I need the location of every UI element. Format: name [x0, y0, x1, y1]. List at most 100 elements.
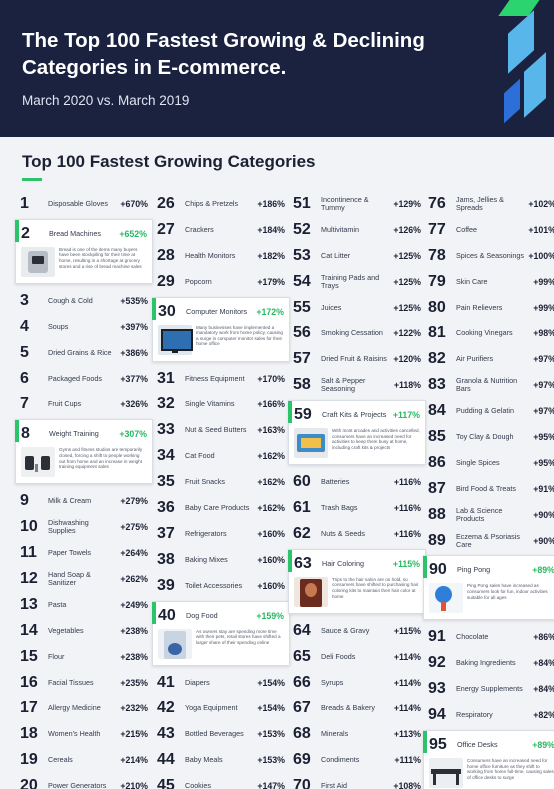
rank-number: 28	[157, 246, 175, 264]
category-name: Allergy Medicine	[48, 703, 101, 713]
rank-number: 60	[293, 473, 311, 491]
rank-number: 90	[429, 561, 447, 579]
rank-number: 87	[428, 479, 446, 497]
category-row: 1 Disposable Gloves +670%	[20, 193, 148, 215]
category-name: Fruit Snacks	[185, 477, 225, 487]
category-row: 95 Office Desks +89%	[429, 734, 554, 756]
highlight-bar	[288, 549, 292, 572]
featured-body: Trips to the hair salon are on hold, so …	[294, 576, 420, 607]
category-row: 6 Packaged Foods +377%	[20, 368, 148, 390]
category-row: 61 Trash Bags +116%	[293, 497, 421, 519]
category-row: 81 Cooking Vinegars +98%	[428, 322, 554, 344]
growth-percent: +262%	[120, 574, 148, 585]
growth-percent: +101%	[528, 224, 554, 235]
growth-percent: +84%	[533, 658, 554, 669]
featured-description: Many businesses have implemented a manda…	[196, 324, 283, 347]
category-row: 78 Spices & Seasonings +100%	[428, 245, 554, 267]
category-row: 93 Energy Supplements +84%	[428, 678, 554, 700]
rank-number: 44	[157, 751, 175, 769]
category-name: Jams, Jellies & Spreads	[456, 195, 504, 212]
category-row: 70 First Aid +108%	[293, 775, 421, 789]
category-name: Breads & Bakery	[321, 703, 375, 713]
category-row: 35 Fruit Snacks +162%	[157, 471, 285, 493]
growth-percent: +116%	[393, 528, 421, 539]
growth-percent: +125%	[393, 250, 421, 261]
featured-description: Trips to the hair salon are on hold, so …	[332, 576, 419, 599]
category-row: 27 Crackers +184%	[157, 219, 285, 241]
highlight-bar	[423, 556, 427, 579]
category-row: 15 Flour +238%	[20, 646, 148, 668]
growth-percent: +89%	[532, 740, 554, 751]
growth-percent: +397%	[120, 321, 148, 332]
growth-percent: +95%	[533, 457, 554, 468]
rank-number: 53	[293, 246, 311, 264]
category-row: 94 Respiratory +82%	[428, 704, 554, 726]
rank-number: 13	[20, 595, 38, 613]
growth-percent: +122%	[393, 328, 421, 339]
growth-percent: +117%	[392, 410, 420, 421]
rank-number: 86	[428, 453, 446, 471]
rank-number: 16	[20, 673, 38, 691]
category-row: 45 Cookies +147%	[157, 775, 285, 789]
category-name: Incontinence & Tummy	[321, 195, 369, 212]
rank-number: 51	[293, 195, 311, 212]
rank-number: 79	[428, 272, 446, 290]
category-name: Cough & Cold	[48, 295, 93, 305]
category-row: 36 Baby Care Products +162%	[157, 497, 285, 519]
rank-number: 91	[428, 628, 446, 646]
category-row: 8 Weight Training +307%	[21, 423, 147, 445]
category-row: 33 Nut & Seed Butters +163%	[157, 419, 285, 441]
growth-percent: +100%	[528, 250, 554, 261]
category-row: 2 Bread Machines +652%	[21, 223, 147, 245]
category-row: 29 Popcorn +179%	[157, 271, 285, 293]
category-name: Soups	[48, 321, 69, 331]
category-row: 32 Single Vitamins +166%	[157, 393, 285, 415]
category-name: Single Spices	[456, 457, 500, 467]
category-name: Pasta	[48, 599, 67, 609]
category-name: Baking Ingredients	[456, 658, 516, 668]
growth-percent: +115%	[393, 625, 421, 636]
growth-percent: +154%	[257, 703, 285, 714]
growth-percent: +108%	[393, 781, 421, 789]
dog-food-image	[158, 628, 192, 659]
growth-percent: +160%	[257, 554, 285, 565]
category-row: 53 Cat Litter +125%	[293, 245, 421, 267]
growth-percent: +377%	[120, 373, 148, 384]
category-name: Women's Health	[48, 729, 101, 739]
category-name: Computer Monitors	[186, 306, 248, 316]
rank-number: 30	[158, 302, 176, 320]
category-row: 91 Chocolate +86%	[428, 626, 554, 648]
growth-percent: +238%	[120, 625, 148, 636]
growth-percent: +652%	[119, 228, 147, 239]
rank-number: 32	[157, 395, 175, 413]
category-name: First Aid	[321, 781, 347, 789]
category-row: 52 Multivitamin +126%	[293, 219, 421, 241]
rank-number: 27	[157, 220, 175, 238]
rank-number: 19	[20, 751, 38, 769]
growth-percent: +172%	[256, 306, 284, 317]
rank-number: 8	[21, 425, 30, 443]
computer-monitor-image	[158, 324, 193, 355]
category-row: 18 Women's Health +215%	[20, 723, 148, 745]
category-row: 86 Single Spices +95%	[428, 452, 554, 474]
rank-number: 62	[293, 524, 311, 542]
category-row: 69 Condiments +111%	[293, 749, 421, 771]
category-name: Pain Relievers	[456, 302, 503, 312]
growth-percent: +214%	[120, 755, 148, 766]
growth-percent: +82%	[533, 710, 554, 721]
growth-percent: +115%	[392, 558, 420, 569]
rank-number: 43	[157, 725, 175, 743]
growth-percent: +182%	[257, 250, 285, 261]
category-name: Baking Mixes	[185, 554, 228, 564]
growth-percent: +275%	[120, 522, 148, 533]
category-name: Energy Supplements	[456, 684, 523, 694]
featured-description: As owners stay are spending more time wi…	[196, 628, 281, 645]
rank-number: 82	[428, 350, 446, 368]
category-name: Popcorn	[185, 276, 212, 286]
rank-number: 7	[20, 395, 29, 413]
growth-percent: +90%	[533, 509, 554, 520]
growth-percent: +153%	[257, 755, 285, 766]
category-name: Dog Food	[186, 610, 218, 620]
featured-category-card: 59 Craft Kits & Projects +117% With most ar…	[288, 400, 426, 466]
featured-description: Ping Pong sales have increased as consum…	[467, 583, 548, 600]
